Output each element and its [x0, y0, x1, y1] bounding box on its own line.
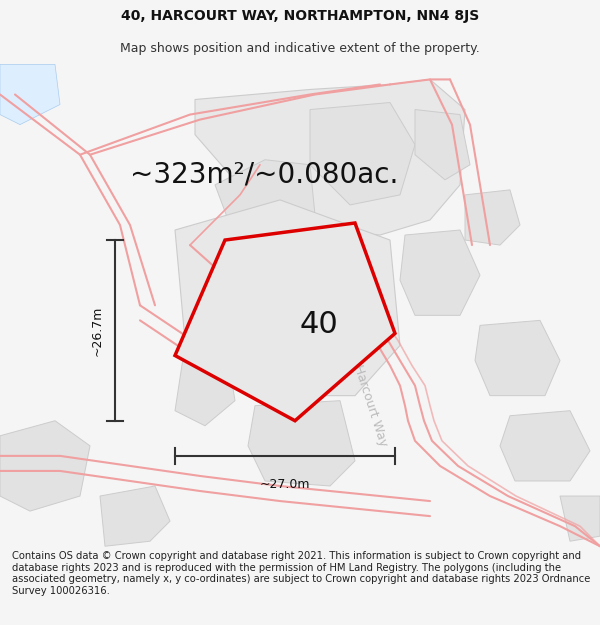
Polygon shape [195, 79, 465, 235]
Text: 40: 40 [299, 310, 338, 339]
Polygon shape [500, 411, 590, 481]
Text: 40, HARCOURT WAY, NORTHAMPTON, NN4 8JS: 40, HARCOURT WAY, NORTHAMPTON, NN4 8JS [121, 9, 479, 23]
Polygon shape [465, 190, 520, 245]
Polygon shape [475, 321, 560, 396]
Text: ~323m²/~0.080ac.: ~323m²/~0.080ac. [130, 161, 398, 189]
Polygon shape [310, 102, 415, 205]
Polygon shape [560, 496, 600, 541]
Text: Map shows position and indicative extent of the property.: Map shows position and indicative extent… [120, 42, 480, 55]
Polygon shape [400, 230, 480, 316]
Text: Contains OS data © Crown copyright and database right 2021. This information is : Contains OS data © Crown copyright and d… [12, 551, 590, 596]
Polygon shape [0, 64, 60, 124]
Polygon shape [100, 486, 170, 546]
Polygon shape [175, 223, 395, 421]
Polygon shape [248, 401, 355, 486]
Text: Harcourt Way: Harcourt Way [350, 363, 389, 448]
Polygon shape [175, 341, 235, 426]
Polygon shape [0, 421, 90, 511]
Text: ~26.7m: ~26.7m [91, 305, 104, 356]
Polygon shape [175, 200, 400, 396]
Polygon shape [215, 160, 315, 240]
Polygon shape [415, 109, 470, 180]
Text: ~27.0m: ~27.0m [260, 478, 310, 491]
